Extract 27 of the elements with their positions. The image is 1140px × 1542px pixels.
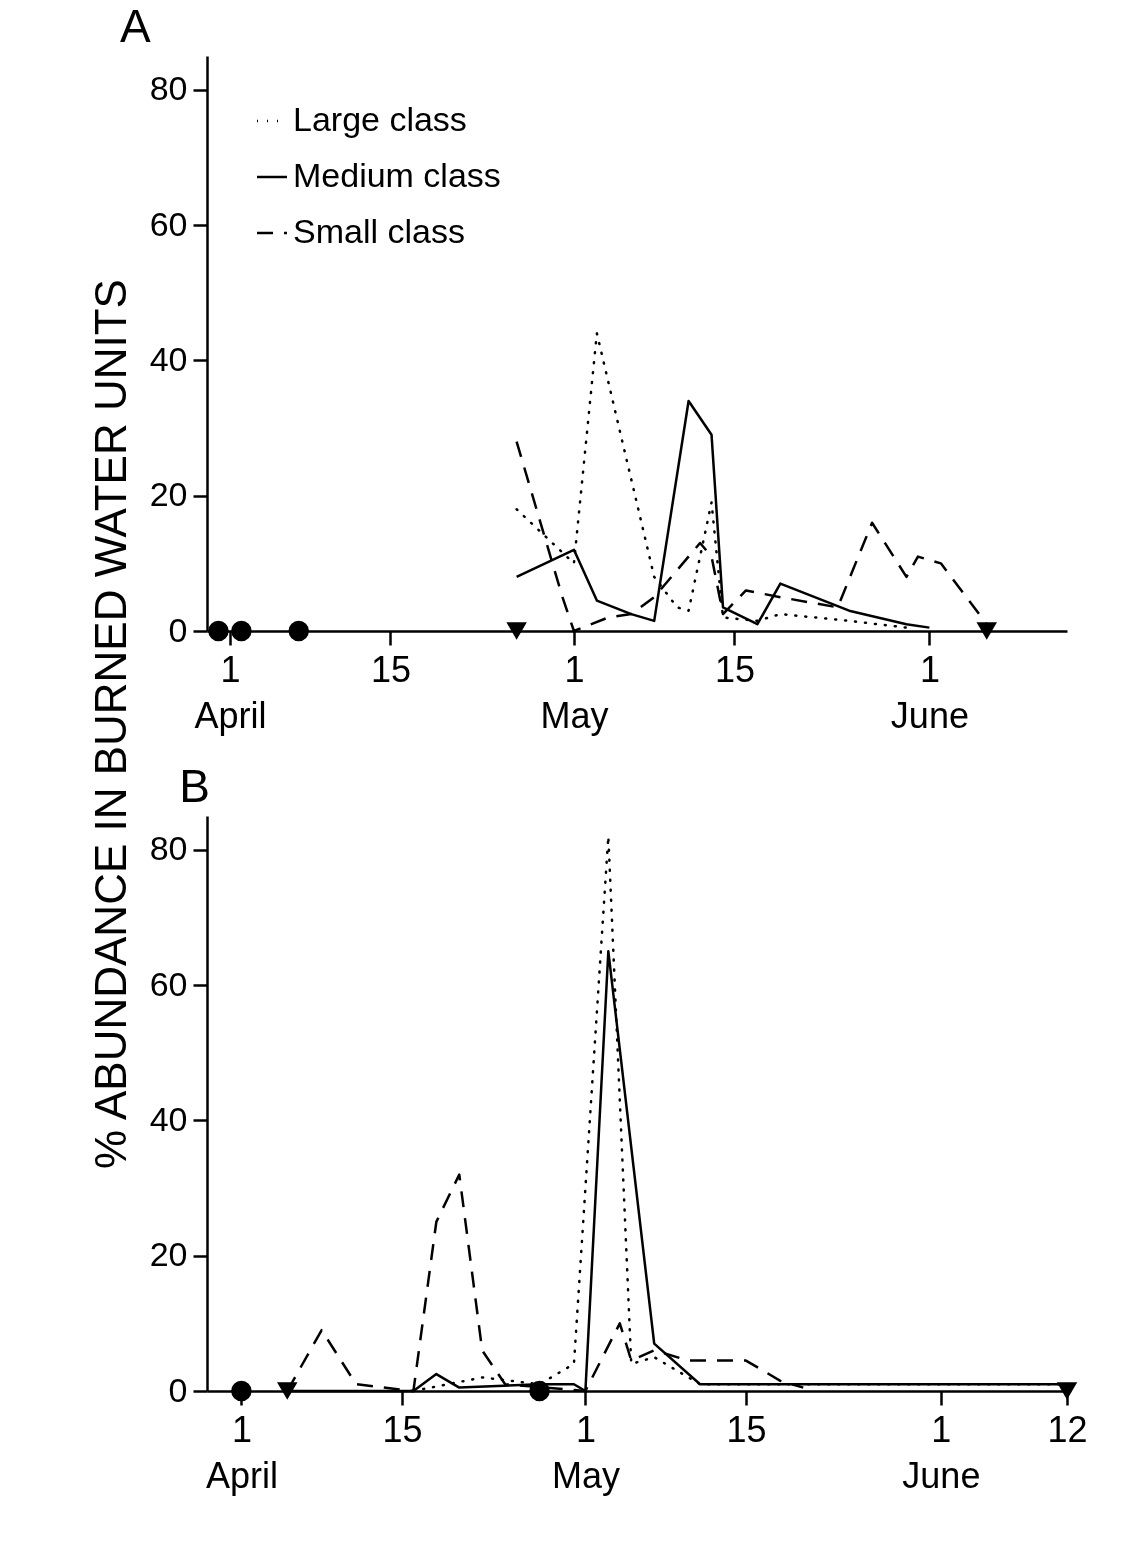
y-tick-label: 20 xyxy=(149,475,188,514)
x-tick-label: 15 xyxy=(370,648,411,690)
x-tick-label: 1 June xyxy=(902,1408,981,1496)
y-tick-label: 60 xyxy=(149,204,188,243)
x-tick-label: 1 May xyxy=(551,1408,620,1496)
y-tick-label: 20 xyxy=(149,1235,188,1274)
y-tick-label: 40 xyxy=(149,1099,188,1138)
chart-title: A xyxy=(120,0,151,52)
y-tick-label: 80 xyxy=(149,829,188,868)
legend-label: Large class xyxy=(293,100,467,138)
y-axis-title: % ABUNDANCE IN BURNED WATER UNITS xyxy=(85,279,135,1169)
x-tick-label: 1 June xyxy=(890,648,969,736)
chart-title: B xyxy=(179,760,210,812)
y-tick-label: 80 xyxy=(149,69,188,108)
x-tick-label: 15 xyxy=(714,648,755,690)
y-tick-label: 0 xyxy=(168,1370,188,1409)
x-tick-label: 1 April xyxy=(194,648,267,736)
y-tick-label: 40 xyxy=(149,339,188,378)
y-tick-label: 0 xyxy=(168,610,188,649)
x-tick-label: 1 April xyxy=(205,1408,278,1496)
x-tick-label: 15 xyxy=(726,1408,767,1450)
legend-label: Medium class xyxy=(293,156,501,194)
y-tick-label: 60 xyxy=(149,964,188,1003)
x-tick-label: 15 xyxy=(382,1408,423,1450)
x-tick-label: 1 May xyxy=(540,648,609,736)
legend-label: Small class xyxy=(293,212,465,250)
x-tick-label: 12 xyxy=(1047,1408,1088,1450)
